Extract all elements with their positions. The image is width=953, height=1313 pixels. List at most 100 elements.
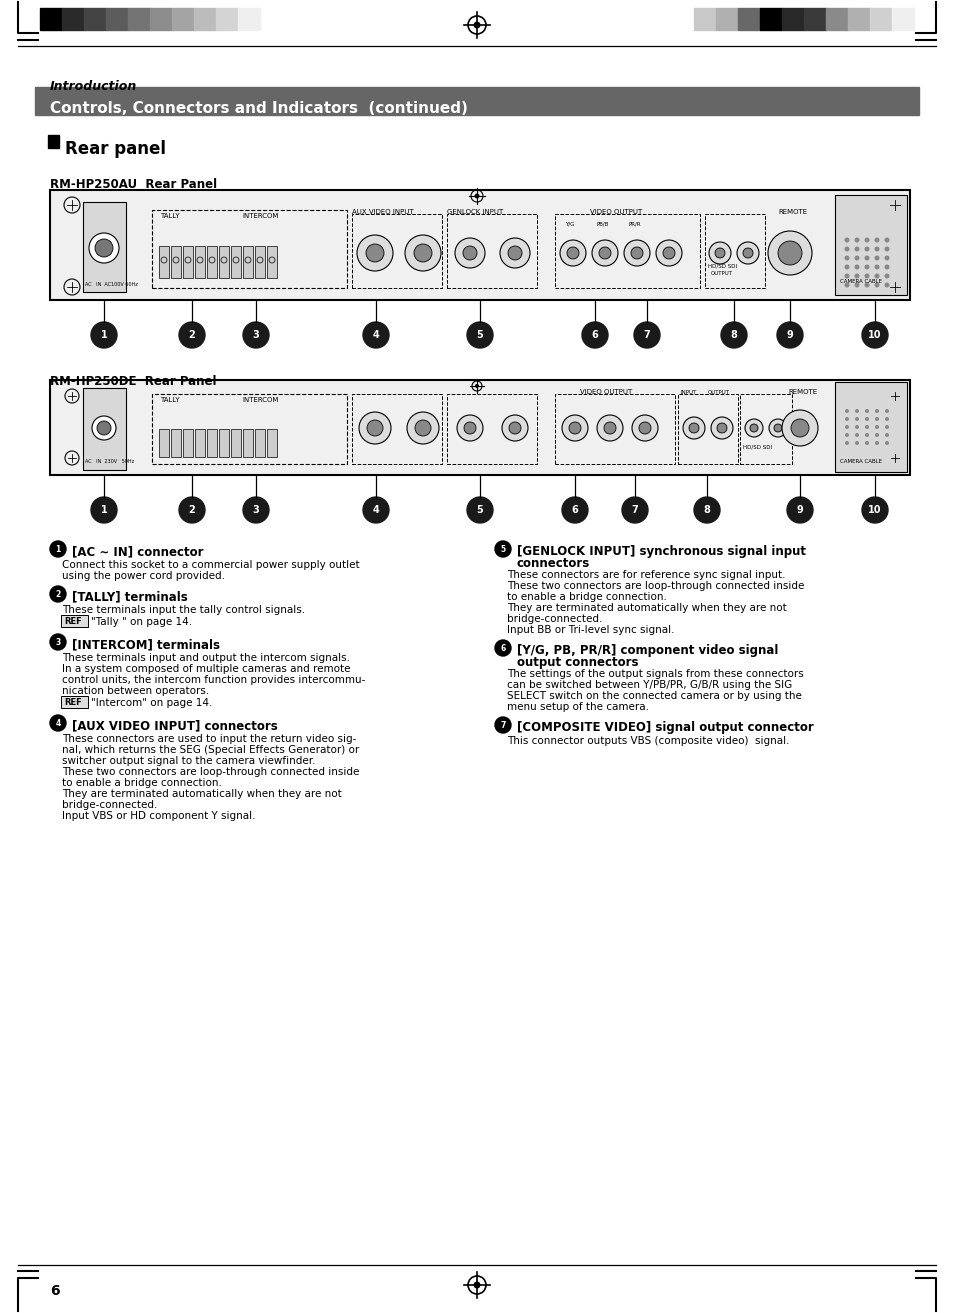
- Circle shape: [693, 498, 720, 523]
- Circle shape: [864, 418, 868, 421]
- Text: [AC ∼ IN] connector: [AC ∼ IN] connector: [71, 545, 203, 558]
- Text: connectors: connectors: [517, 557, 590, 570]
- Circle shape: [843, 247, 848, 252]
- Bar: [231, 429, 241, 457]
- Bar: [171, 429, 181, 457]
- Text: 2: 2: [55, 590, 61, 599]
- Circle shape: [714, 248, 724, 257]
- Text: 10: 10: [867, 330, 881, 340]
- Text: 3: 3: [253, 330, 259, 340]
- Bar: [183, 246, 193, 278]
- Circle shape: [874, 433, 878, 437]
- Bar: [62, 8, 84, 30]
- Bar: [215, 8, 237, 30]
- Circle shape: [864, 441, 868, 445]
- Bar: [781, 8, 803, 30]
- Text: 9: 9: [796, 506, 802, 515]
- Circle shape: [864, 425, 868, 429]
- FancyBboxPatch shape: [61, 696, 88, 708]
- Text: [TALLY] terminals: [TALLY] terminals: [71, 590, 188, 603]
- Circle shape: [415, 420, 431, 436]
- Text: AC   IN  230V   50Hz: AC IN 230V 50Hz: [85, 460, 134, 463]
- Bar: [267, 246, 276, 278]
- Circle shape: [874, 238, 879, 243]
- Circle shape: [561, 498, 587, 523]
- Circle shape: [367, 420, 382, 436]
- Circle shape: [407, 412, 438, 444]
- Circle shape: [631, 415, 658, 441]
- Text: "Intercom" on page 14.: "Intercom" on page 14.: [91, 699, 213, 708]
- Circle shape: [843, 282, 848, 288]
- Text: to enable a bridge connection.: to enable a bridge connection.: [62, 779, 222, 788]
- Bar: [231, 246, 241, 278]
- Circle shape: [95, 239, 112, 257]
- Text: OUTPUT: OUTPUT: [707, 390, 729, 395]
- Text: using the power cord provided.: using the power cord provided.: [62, 571, 225, 580]
- Circle shape: [854, 273, 859, 278]
- Bar: [834, 382, 906, 471]
- Circle shape: [884, 441, 888, 445]
- Bar: [740, 394, 791, 463]
- Bar: [834, 196, 906, 295]
- Text: [COMPOSITE VIDEO] signal output connector: [COMPOSITE VIDEO] signal output connecto…: [517, 721, 813, 734]
- Text: VIDEO OUTPUT: VIDEO OUTPUT: [589, 209, 641, 215]
- Bar: [237, 8, 260, 30]
- Bar: [825, 8, 847, 30]
- Circle shape: [883, 256, 888, 260]
- Circle shape: [50, 634, 66, 650]
- Text: PB/B: PB/B: [597, 221, 609, 226]
- Text: CAMERA CABLE: CAMERA CABLE: [840, 278, 882, 284]
- Circle shape: [768, 419, 786, 437]
- Text: HD/SD SDI: HD/SD SDI: [707, 263, 737, 268]
- Text: REF: REF: [64, 699, 82, 706]
- Circle shape: [863, 238, 868, 243]
- Bar: [128, 8, 150, 30]
- Text: 6: 6: [571, 506, 578, 515]
- Text: Connect this socket to a commercial power supply outlet: Connect this socket to a commercial powe…: [62, 561, 359, 570]
- Circle shape: [773, 424, 781, 432]
- Bar: [555, 214, 700, 288]
- Bar: [207, 246, 216, 278]
- Bar: [48, 135, 59, 148]
- Circle shape: [501, 415, 527, 441]
- Text: These connectors are for reference sync signal input.: These connectors are for reference sync …: [506, 570, 784, 580]
- Circle shape: [844, 418, 848, 421]
- Text: [GENLOCK INPUT] synchronous signal input: [GENLOCK INPUT] synchronous signal input: [517, 545, 805, 558]
- Circle shape: [243, 498, 269, 523]
- Text: 6: 6: [591, 330, 598, 340]
- Circle shape: [863, 282, 868, 288]
- Circle shape: [495, 639, 511, 656]
- Text: 7: 7: [643, 330, 650, 340]
- Circle shape: [363, 498, 389, 523]
- Text: 1: 1: [100, 330, 108, 340]
- Circle shape: [475, 383, 478, 389]
- Circle shape: [455, 238, 484, 268]
- Circle shape: [688, 423, 699, 433]
- Circle shape: [50, 541, 66, 557]
- Bar: [243, 429, 253, 457]
- Circle shape: [790, 419, 808, 437]
- Circle shape: [874, 441, 878, 445]
- Bar: [194, 246, 205, 278]
- Circle shape: [405, 235, 440, 270]
- Bar: [847, 8, 869, 30]
- Circle shape: [456, 415, 482, 441]
- Circle shape: [50, 586, 66, 601]
- Bar: [555, 394, 675, 463]
- Text: They are terminated automatically when they are not: They are terminated automatically when t…: [506, 603, 786, 613]
- Bar: [194, 429, 205, 457]
- Bar: [159, 429, 169, 457]
- Text: VIDEO OUTPUT: VIDEO OUTPUT: [579, 389, 632, 395]
- Bar: [803, 8, 825, 30]
- Circle shape: [781, 410, 817, 446]
- Bar: [152, 394, 347, 463]
- Text: INTERCOM: INTERCOM: [242, 213, 278, 219]
- Circle shape: [863, 256, 868, 260]
- Bar: [869, 8, 891, 30]
- Bar: [193, 8, 215, 30]
- Circle shape: [854, 256, 859, 260]
- Text: Input VBS or HD component Y signal.: Input VBS or HD component Y signal.: [62, 811, 255, 821]
- Circle shape: [884, 410, 888, 414]
- Circle shape: [744, 419, 762, 437]
- Circle shape: [50, 716, 66, 731]
